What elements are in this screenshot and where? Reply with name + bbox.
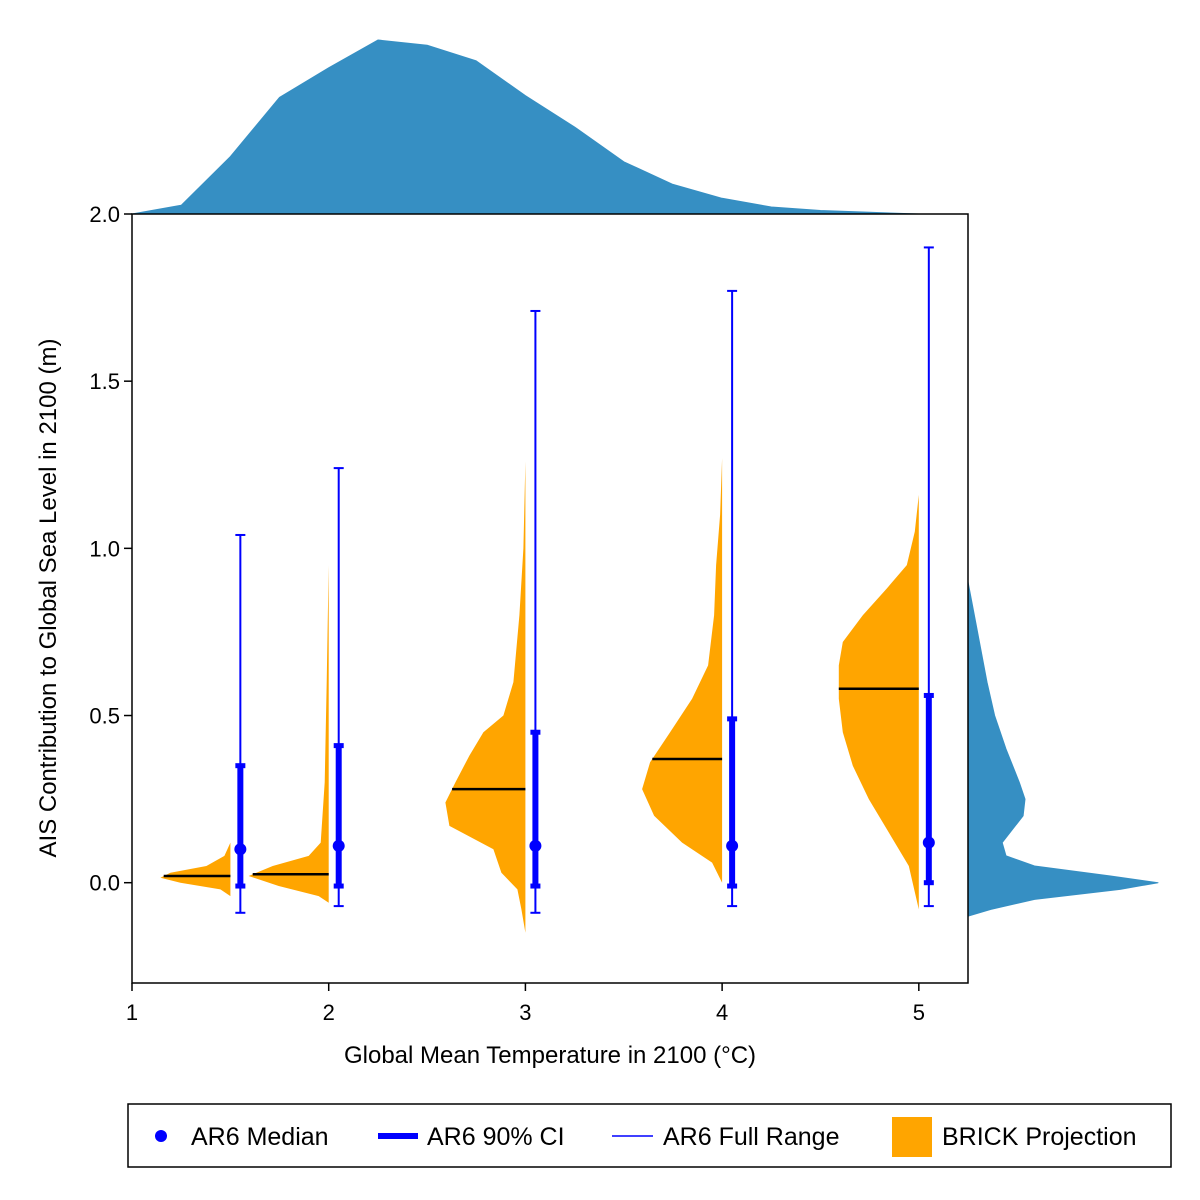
y-tick-label: 0.0 <box>89 871 120 896</box>
temperature-marginal-density <box>131 39 920 215</box>
temperature-density-area <box>131 39 920 215</box>
x-tick-label: 5 <box>913 1000 925 1025</box>
legend-brick-swatch <box>892 1117 932 1157</box>
plot-frame <box>131 213 969 984</box>
sea-level-marginal-density <box>967 581 1159 917</box>
ar6-median-point-5 <box>922 836 935 849</box>
x-axis-ticks: 1 2 3 4 5 <box>126 983 925 1025</box>
brick-violin-4 <box>642 458 723 883</box>
brick-violin-3 <box>445 461 526 933</box>
ar6-markers <box>234 246 935 914</box>
y-axis-ticks: 0.0 0.5 1.0 1.5 2.0 <box>89 202 132 896</box>
brick-violin-2 <box>248 565 329 903</box>
ar6-median-point-2 <box>332 839 345 852</box>
x-tick-label: 3 <box>519 1000 531 1025</box>
y-tick-label: 1.0 <box>89 536 120 561</box>
brick-violins <box>160 458 919 933</box>
y-axis-label: AIS Contribution to Global Sea Level in … <box>35 339 62 858</box>
legend-label-ci: AR6 90% CI <box>427 1123 565 1151</box>
legend-label-range: AR6 Full Range <box>663 1123 839 1151</box>
y-tick-label: 1.5 <box>89 369 120 394</box>
legend-label-brick: BRICK Projection <box>942 1123 1137 1151</box>
y-tick-label: 0.5 <box>89 704 120 729</box>
legend: AR6 Median AR6 90% CI AR6 Full Range BRI… <box>127 1103 1172 1168</box>
x-tick-label: 4 <box>716 1000 728 1025</box>
legend-label-median: AR6 Median <box>191 1123 329 1151</box>
brick-violin-1 <box>160 842 231 897</box>
sea-level-density-area <box>967 581 1159 917</box>
plot-area <box>132 214 968 983</box>
x-tick-label: 1 <box>126 1000 138 1025</box>
x-axis-label: Global Mean Temperature in 2100 (°C) <box>344 1042 756 1069</box>
ar6-median-point-4 <box>726 839 739 852</box>
brick-violin-5 <box>838 494 919 910</box>
legend-median-marker <box>155 1130 167 1142</box>
ar6-median-point-1 <box>234 843 247 856</box>
ar6-median-point-3 <box>529 839 542 852</box>
x-tick-label: 2 <box>323 1000 335 1025</box>
y-tick-label: 2.0 <box>89 202 120 227</box>
